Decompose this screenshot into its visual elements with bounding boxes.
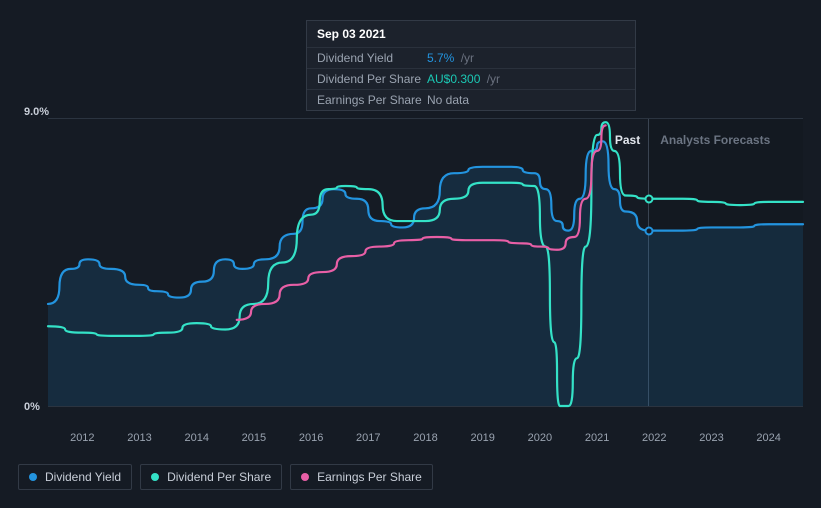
x-label: 2020 — [528, 432, 552, 444]
legend-dot — [29, 473, 37, 481]
x-label: 2022 — [642, 432, 666, 444]
tooltip-row: Dividend Per ShareAU$0.300 /yr — [307, 68, 635, 89]
x-label: 2024 — [756, 432, 780, 444]
legend-label: Dividend Per Share — [167, 470, 271, 484]
x-label: 2019 — [470, 432, 494, 444]
legend-item[interactable]: Dividend Yield — [18, 464, 132, 490]
x-label: 2014 — [184, 432, 208, 444]
tooltip-row-unit: /yr — [457, 51, 474, 65]
x-label: 2021 — [585, 432, 609, 444]
chart-plot[interactable]: Past Analysts Forecasts — [48, 118, 803, 407]
x-label: 2013 — [127, 432, 151, 444]
legend-item[interactable]: Dividend Per Share — [140, 464, 282, 490]
x-label: 2018 — [413, 432, 437, 444]
legend: Dividend Yield Dividend Per Share Earnings… — [18, 464, 433, 490]
x-label: 2016 — [299, 432, 323, 444]
x-label: 2015 — [242, 432, 266, 444]
dividend-yield-marker — [644, 226, 653, 235]
tooltip-row-value: 5.7% /yr — [427, 51, 474, 65]
tooltip-row-label: Dividend Per Share — [317, 72, 427, 86]
dividend-per-share-marker — [644, 194, 653, 203]
hover-tooltip: Sep 03 2021 Dividend Yield5.7% /yrDivide… — [306, 20, 636, 111]
tooltip-date: Sep 03 2021 — [307, 21, 635, 47]
dividend-yield-fill — [48, 141, 803, 406]
chart-area: 9.0% 0% Past Analysts Forecasts — [18, 100, 803, 425]
x-label: 2017 — [356, 432, 380, 444]
legend-dot — [151, 473, 159, 481]
legend-item[interactable]: Earnings Per Share — [290, 464, 433, 490]
tooltip-row-unit: /yr — [483, 72, 500, 86]
x-label: 2023 — [699, 432, 723, 444]
x-axis-labels: 2012 2013 2014 2015 2016 2017 2018 2019 2020 2021… — [48, 432, 803, 448]
legend-dot — [301, 473, 309, 481]
tooltip-row: Dividend Yield5.7% /yr — [307, 47, 635, 68]
y-axis-min: 0% — [24, 401, 40, 413]
x-label: 2012 — [70, 432, 94, 444]
tooltip-row-label: Dividend Yield — [317, 51, 427, 65]
y-axis-max: 9.0% — [24, 106, 49, 118]
chart-svg — [48, 119, 803, 406]
tooltip-row-value: AU$0.300 /yr — [427, 72, 500, 86]
legend-label: Earnings Per Share — [317, 470, 422, 484]
legend-label: Dividend Yield — [45, 470, 121, 484]
